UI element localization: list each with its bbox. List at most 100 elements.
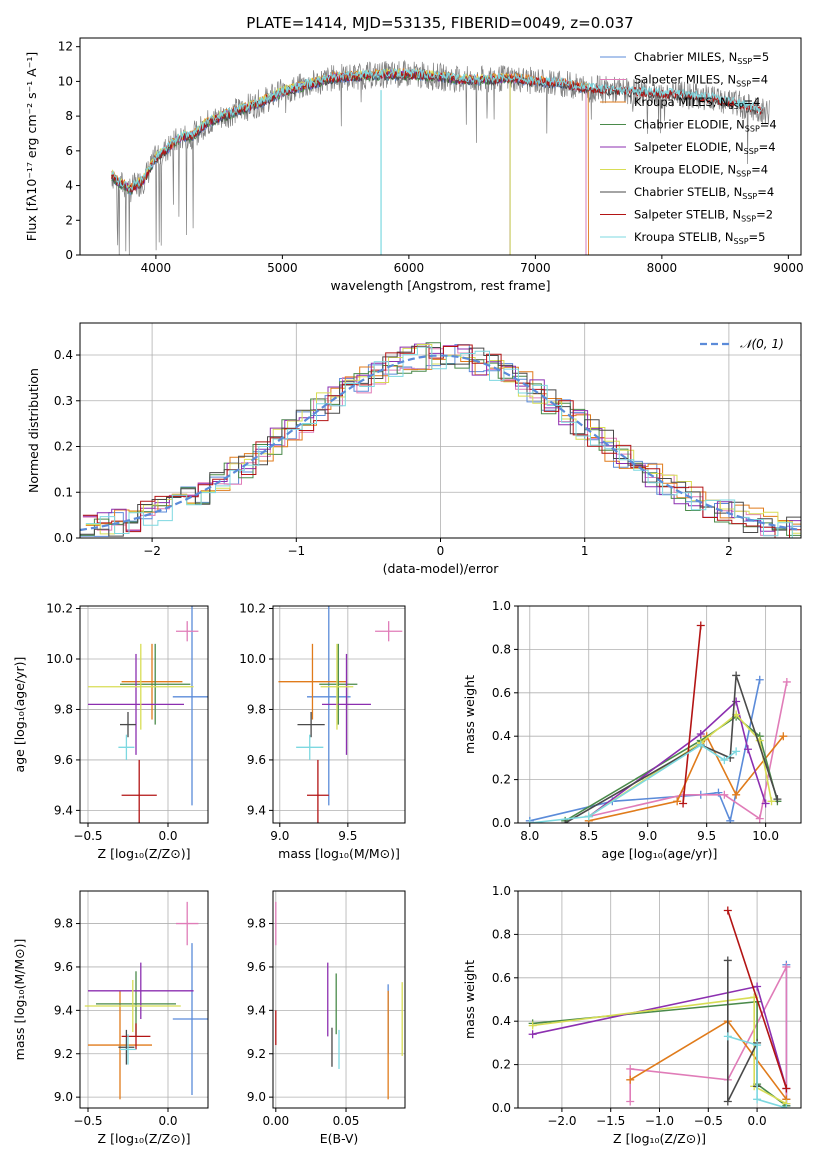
- legend-entry: Chabrier ELODIE, NSSP=4: [634, 118, 777, 134]
- x-tick-label: −0.5: [73, 1114, 102, 1128]
- model-line-kroupa-miles: [111, 67, 589, 255]
- panel-age_vs_mass: 9.0 9.5 9.4 9.6 9.8 10.0 10.2 mass [log₁₀(M/M⊙)…: [239, 602, 406, 861]
- series-marker: [779, 732, 788, 741]
- y-tick-label: 0: [65, 248, 73, 262]
- legend-entry: Salpeter MILES, NSSP=4: [634, 73, 768, 89]
- axes-frame: [517, 605, 802, 824]
- plot-area: [84, 901, 208, 1100]
- y-tick-label: 6: [65, 144, 73, 158]
- y-tick-label: 0.0: [492, 1101, 511, 1115]
- series-line: [529, 679, 761, 823]
- y-axis-label: mass weight: [462, 675, 477, 754]
- histogram-kroupa-stelib: [85, 346, 801, 538]
- series-marker: [732, 747, 741, 756]
- series-marker: [723, 956, 732, 965]
- panel-mass_vs_Z: −0.5 0.0 9.0 9.2 9.4 9.6 9.8 Z [log₁₀(Z/Z⊙)] mas…: [12, 890, 209, 1146]
- x-tick-label: 0.00: [262, 1114, 289, 1128]
- errorbar-salpeter-elodie: [88, 653, 184, 755]
- x-tick-label: −1.5: [596, 1114, 625, 1128]
- series-marker: [753, 982, 762, 991]
- y-tick-label: 0.2: [54, 440, 73, 454]
- y-tick-label: 10: [58, 74, 73, 88]
- x-tick-label: 9000: [773, 261, 804, 275]
- x-tick-label: 8.5: [579, 829, 598, 843]
- y-tick-label: 0.4: [492, 729, 511, 743]
- x-axis-label: mass [log₁₀(M/M⊙)]: [278, 846, 400, 861]
- series-marker: [696, 740, 705, 749]
- model-line-kroupa-stelib: [111, 68, 763, 193]
- y-tick-label: 9.8: [54, 917, 73, 931]
- x-tick-label: 4000: [141, 261, 172, 275]
- series-marker: [720, 790, 729, 799]
- errorbar-salpeter-elodie: [88, 962, 194, 1020]
- series-salpeter-stelib: [723, 906, 791, 1093]
- y-tick-label: 9.2: [247, 1047, 266, 1061]
- series-line: [682, 625, 702, 804]
- y-tick-label: 1.0: [492, 599, 511, 613]
- model-line-chabrier-elodie: [111, 70, 511, 255]
- legend-subscript: SSP: [744, 147, 759, 156]
- y-axis-label: age [log₁₀(age/yr)]: [12, 657, 27, 773]
- legend-subscript: SSP: [741, 215, 756, 224]
- x-axis-label: Z [log₁₀(Z/Z⊙)]: [613, 1131, 706, 1146]
- y-tick-label: 0.2: [492, 1058, 511, 1072]
- legend-subscript: SSP: [742, 192, 757, 201]
- x-tick-label: −2: [143, 544, 161, 558]
- plot-area: [80, 342, 801, 538]
- y-tick-label: 10.0: [46, 652, 73, 666]
- errorbar-chabrier-stelib: [120, 711, 136, 738]
- x-tick-label: −2.0: [547, 1114, 576, 1128]
- legend-entry: Kroupa ELODIE, NSSP=4: [634, 163, 768, 179]
- model-line-chabrier-miles: [111, 70, 587, 255]
- legend-count: =4: [760, 118, 777, 132]
- x-tick-label: −1: [287, 544, 305, 558]
- errorbar-chabrier-miles: [172, 606, 208, 806]
- series-marker: [696, 621, 705, 630]
- legend-subscript: SSP: [745, 125, 760, 134]
- x-tick-label: 7000: [520, 261, 551, 275]
- y-tick-label: 0.3: [54, 394, 73, 408]
- y-tick-label: 9.6: [247, 960, 266, 974]
- y-tick-label: 0.0: [492, 816, 511, 830]
- y-axis-label: mass weight: [462, 960, 477, 1039]
- y-tick-label: 8: [65, 109, 73, 123]
- plot-area: [525, 621, 791, 823]
- errorbar-kroupa-stelib: [120, 1034, 136, 1065]
- axes-frame: [79, 37, 802, 256]
- x-axis-label: age [log₁₀(age/yr)]: [602, 846, 718, 861]
- x-tick-label: 10.0: [752, 829, 779, 843]
- legend-subscript: SSP: [737, 57, 752, 66]
- legend-entry: Salpeter STELIB, NSSP=2: [634, 208, 773, 224]
- errorbar-kroupa-elodie: [88, 643, 194, 730]
- series-marker: [720, 756, 729, 765]
- series-marker: [782, 1084, 791, 1093]
- errorbar-chabrier-stelib: [118, 1029, 135, 1065]
- y-tick-label: 0.6: [492, 971, 511, 985]
- series-marker: [723, 1032, 732, 1041]
- model-line-salpeter-elodie: [111, 69, 511, 255]
- legend-subscript: SSP: [729, 102, 744, 111]
- panel-residuals: −2 −1 0 1 2 0.0 0.1 0.2 0.3 0.4 (data-model)/error…: [26, 322, 802, 576]
- y-tick-label: 0.6: [492, 686, 511, 700]
- errorbar-salpeter-miles: [176, 901, 199, 946]
- y-tick-label: 12: [58, 40, 73, 54]
- y-tick-label: 0.2: [492, 773, 511, 787]
- panel-spectrum: 4000 5000 6000 7000 8000 9000 0 2 4 6 8 10 12 wavelen…: [24, 37, 804, 293]
- series-marker: [525, 819, 534, 823]
- y-tick-label: 2: [65, 213, 73, 227]
- series-marker: [782, 677, 791, 686]
- errorbar-kroupa-miles: [88, 990, 152, 1100]
- legend-count: =4: [759, 140, 776, 154]
- histogram-salpeter-stelib: [82, 344, 801, 538]
- x-tick-label: 0: [437, 544, 445, 558]
- plot-area: [88, 606, 208, 823]
- x-axis-label: (data-model)/error: [383, 561, 500, 576]
- errorbar-chabrier-miles: [307, 606, 351, 806]
- y-tick-label: 0.8: [492, 927, 511, 941]
- panel-mass_vs_ebv: 0.00 0.05 9.0 9.2 9.4 9.6 9.8 E(B-V): [247, 890, 406, 1146]
- legend-subscript: SSP: [734, 237, 749, 246]
- legend-count: =4: [744, 95, 761, 109]
- y-tick-label: 10.2: [239, 602, 266, 616]
- legend-entry: Salpeter ELODIE, NSSP=4: [634, 140, 776, 156]
